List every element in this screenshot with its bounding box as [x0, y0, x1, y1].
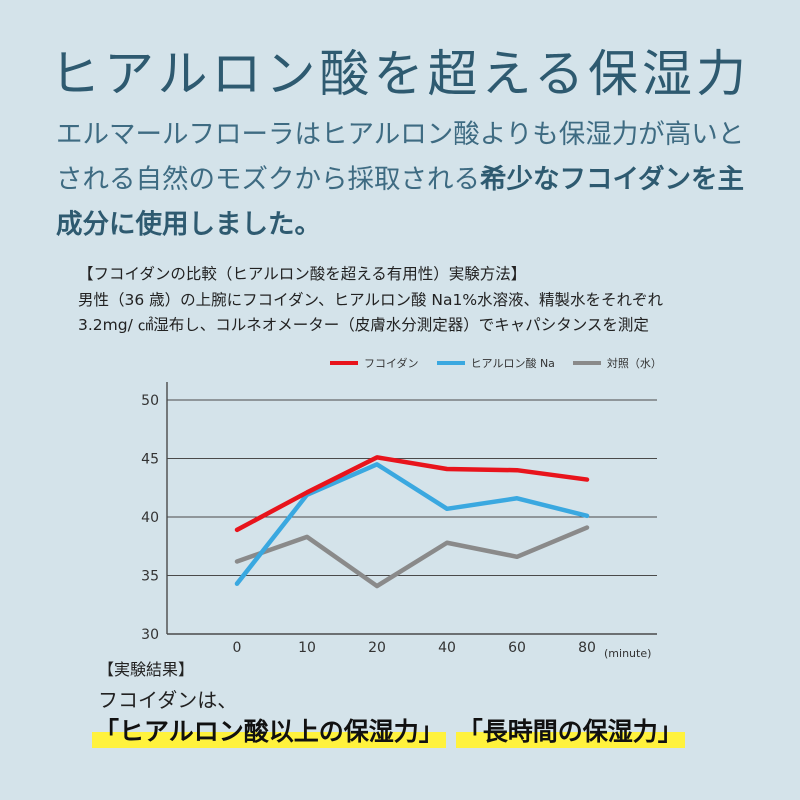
series-line-fucoidan: [234, 455, 590, 533]
y-tick-label-35: 35: [141, 569, 159, 585]
description: エルマールフローラはヒアルロン酸よりも保湿力が高いとされる自然のモズクから採取さ…: [56, 112, 756, 247]
y-tick-label-30: 30: [141, 627, 159, 643]
legend-item-fucoidan: フコイダン: [330, 355, 419, 371]
chart-legend: フコイダン ヒアルロン酸 Na 対照（水）: [330, 355, 680, 371]
legend-item-control: 対照（水）: [572, 355, 662, 371]
y-tick-label-50: 50: [141, 393, 159, 409]
legend-swatch-fucoidan: [330, 361, 358, 365]
y-tick-label-40: 40: [141, 510, 159, 526]
legend-item-hyaluronic: ヒアルロン酸 Na: [436, 355, 555, 371]
x-tick-label-60: 60: [508, 640, 526, 656]
method-heading: 【フコイダンの比較（ヒアルロン酸を超える有用性）実験方法】: [78, 265, 527, 283]
results-subtitle: フコイダンは、: [98, 688, 238, 712]
series-line-hyaluronic: [234, 462, 590, 586]
x-tick-label-20: 20: [368, 640, 386, 656]
description-bold-text: 希少なフコイダンを主成分に使用しました。: [56, 164, 744, 240]
y-tick-label-45: 45: [141, 452, 159, 468]
page-title: ヒアルロン酸を超える保湿力: [50, 45, 750, 103]
method-line-2: 3.2mg/ ㎠湿布し、コルネオメーター（皮膚水分測定器）でキャパシタンスを測定: [78, 316, 649, 334]
experiment-method: 【フコイダンの比較（ヒアルロン酸を超える有用性）実験方法】 男性（36 歳）の上…: [78, 262, 758, 339]
x-tick-label-10: 10: [298, 640, 316, 656]
highlight-moisture-over-hyaluronic: 「ヒアルロン酸以上の保湿力」: [92, 712, 446, 748]
legend-label-fucoidan: フコイダン: [364, 357, 419, 370]
legend-swatch-control: [572, 361, 601, 365]
description-text: エルマールフローラはヒアルロン酸よりも保湿力が高いとされる自然のモズクから採取さ…: [56, 119, 745, 195]
x-axis-unit: (minute): [604, 647, 651, 660]
x-tick-label-0: 0: [233, 640, 242, 656]
results-highlights: 「ヒアルロン酸以上の保湿力」 「長時間の保湿力」: [92, 712, 685, 748]
method-line-1: 男性（36 歳）の上腕にフコイダン、ヒアルロン酸 Na1%水溶液、精製水をそれぞ…: [78, 290, 664, 309]
legend-swatch-hyaluronic: [436, 361, 465, 365]
x-tick-label-80: 80: [578, 640, 596, 656]
x-tick-label-40: 40: [438, 640, 456, 656]
legend-label-control: 対照（水）: [606, 357, 662, 370]
results-heading: 【実験結果】: [98, 660, 195, 679]
highlight-long-lasting-moisture: 「長時間の保湿力」: [455, 712, 685, 748]
series-line-control: [234, 525, 590, 589]
legend-label-hyaluronic: ヒアルロン酸 Na: [470, 357, 555, 370]
